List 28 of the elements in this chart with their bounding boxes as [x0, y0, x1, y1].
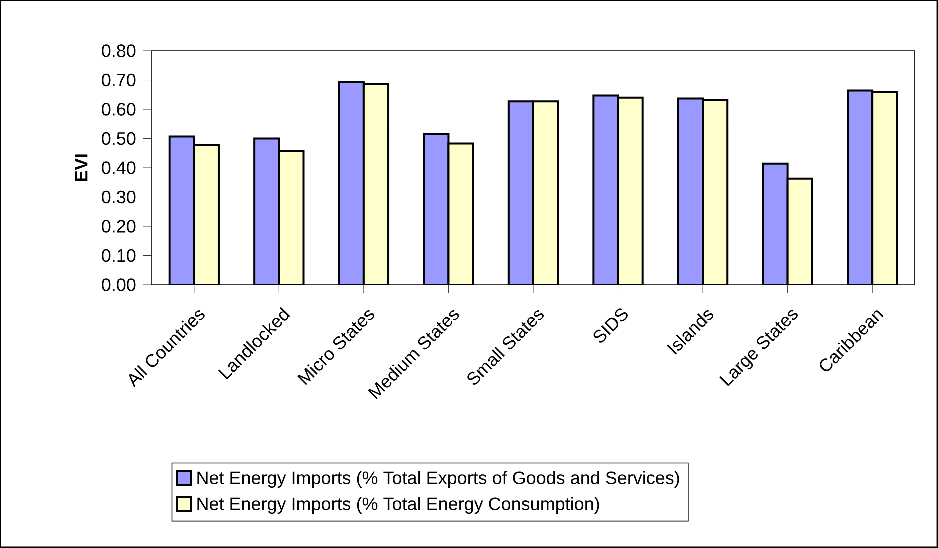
bar: [448, 144, 474, 286]
bar: [279, 151, 304, 286]
y-tick-label: 0.10: [102, 249, 136, 262]
y-tick-label: 0.40: [102, 162, 136, 174]
y-tick-label: 0.00: [102, 278, 136, 292]
y-axis-title: EVI: [75, 154, 88, 182]
y-tick-label: 0.20: [102, 220, 136, 233]
bar: [703, 100, 728, 286]
bar: [254, 138, 280, 286]
bar: [424, 134, 449, 286]
bar: [618, 98, 643, 286]
y-tick-label: 0.50: [102, 132, 136, 146]
bar: [788, 178, 812, 286]
bar: [170, 136, 194, 286]
bar: [533, 102, 558, 286]
bar: [594, 96, 618, 286]
bar: [194, 145, 219, 286]
bar: [508, 102, 534, 286]
legend-label: Net Energy Imports (% Total Exports of Goods and Services): [198, 471, 680, 488]
bar: [364, 84, 389, 286]
bar: [339, 82, 364, 286]
bar: [678, 98, 704, 286]
y-tick-label: 0.70: [102, 74, 136, 87]
y-tick-label: 0.60: [102, 103, 136, 116]
legend-label: Net Energy Imports (% Total Energy Consumption): [198, 497, 600, 514]
y-tick-label: 0.80: [102, 44, 136, 58]
y-tick-label: 0.30: [102, 190, 136, 204]
bar: [763, 164, 788, 286]
